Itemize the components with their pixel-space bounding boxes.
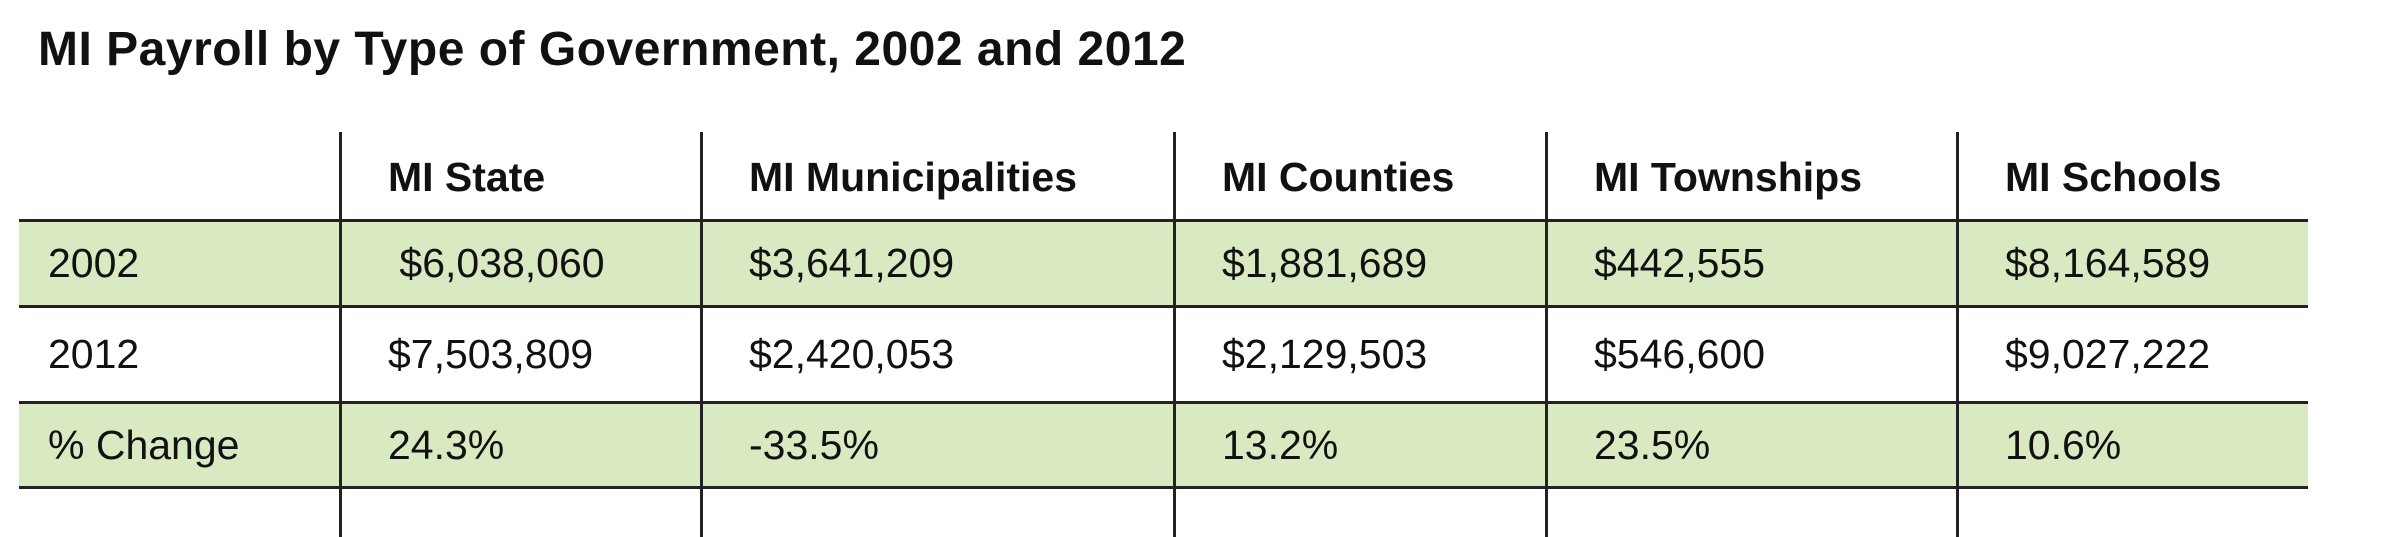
column-header: MI Schools: [2005, 154, 2222, 200]
table-cell: $1,881,689: [1222, 240, 1428, 286]
row-divider: [19, 305, 2308, 308]
column-divider: [339, 132, 342, 537]
row-label: 2012: [48, 331, 140, 377]
table-cell: 10.6%: [2005, 421, 2122, 468]
table-cell: 24.3%: [388, 421, 505, 468]
row-band: [19, 220, 2308, 306]
row-divider: [19, 486, 2308, 489]
table-cell: $7,503,809: [388, 331, 594, 377]
table-cell: 23.5%: [1594, 421, 1711, 468]
row-label: % Change: [48, 421, 240, 468]
column-divider: [1173, 132, 1176, 537]
table-cell: $6,038,060: [388, 240, 605, 286]
row-band: [19, 402, 2308, 487]
table-cell: $2,420,053: [749, 331, 955, 377]
column-header: MI State: [388, 154, 546, 200]
row-label: 2002: [48, 240, 140, 286]
row-divider: [19, 219, 2308, 222]
column-header: MI Counties: [1222, 154, 1455, 200]
table-cell: -33.5%: [749, 421, 879, 468]
table-cell: $8,164,589: [2005, 240, 2211, 286]
table-cell: 13.2%: [1222, 421, 1339, 468]
table-cell: $3,641,209: [749, 240, 955, 286]
table-cell: $546,600: [1594, 331, 1766, 377]
table-cell: $2,129,503: [1222, 331, 1428, 377]
row-divider: [19, 401, 2308, 404]
column-divider: [1545, 132, 1548, 537]
column-divider: [700, 132, 703, 537]
table-cell: $9,027,222: [2005, 331, 2211, 377]
table-cell: $442,555: [1594, 240, 1766, 286]
column-header: MI Municipalities: [749, 154, 1078, 200]
column-header: MI Townships: [1594, 154, 1863, 200]
column-divider: [1956, 132, 1959, 537]
title: MI Payroll by Type of Government, 2002 a…: [38, 23, 1187, 76]
